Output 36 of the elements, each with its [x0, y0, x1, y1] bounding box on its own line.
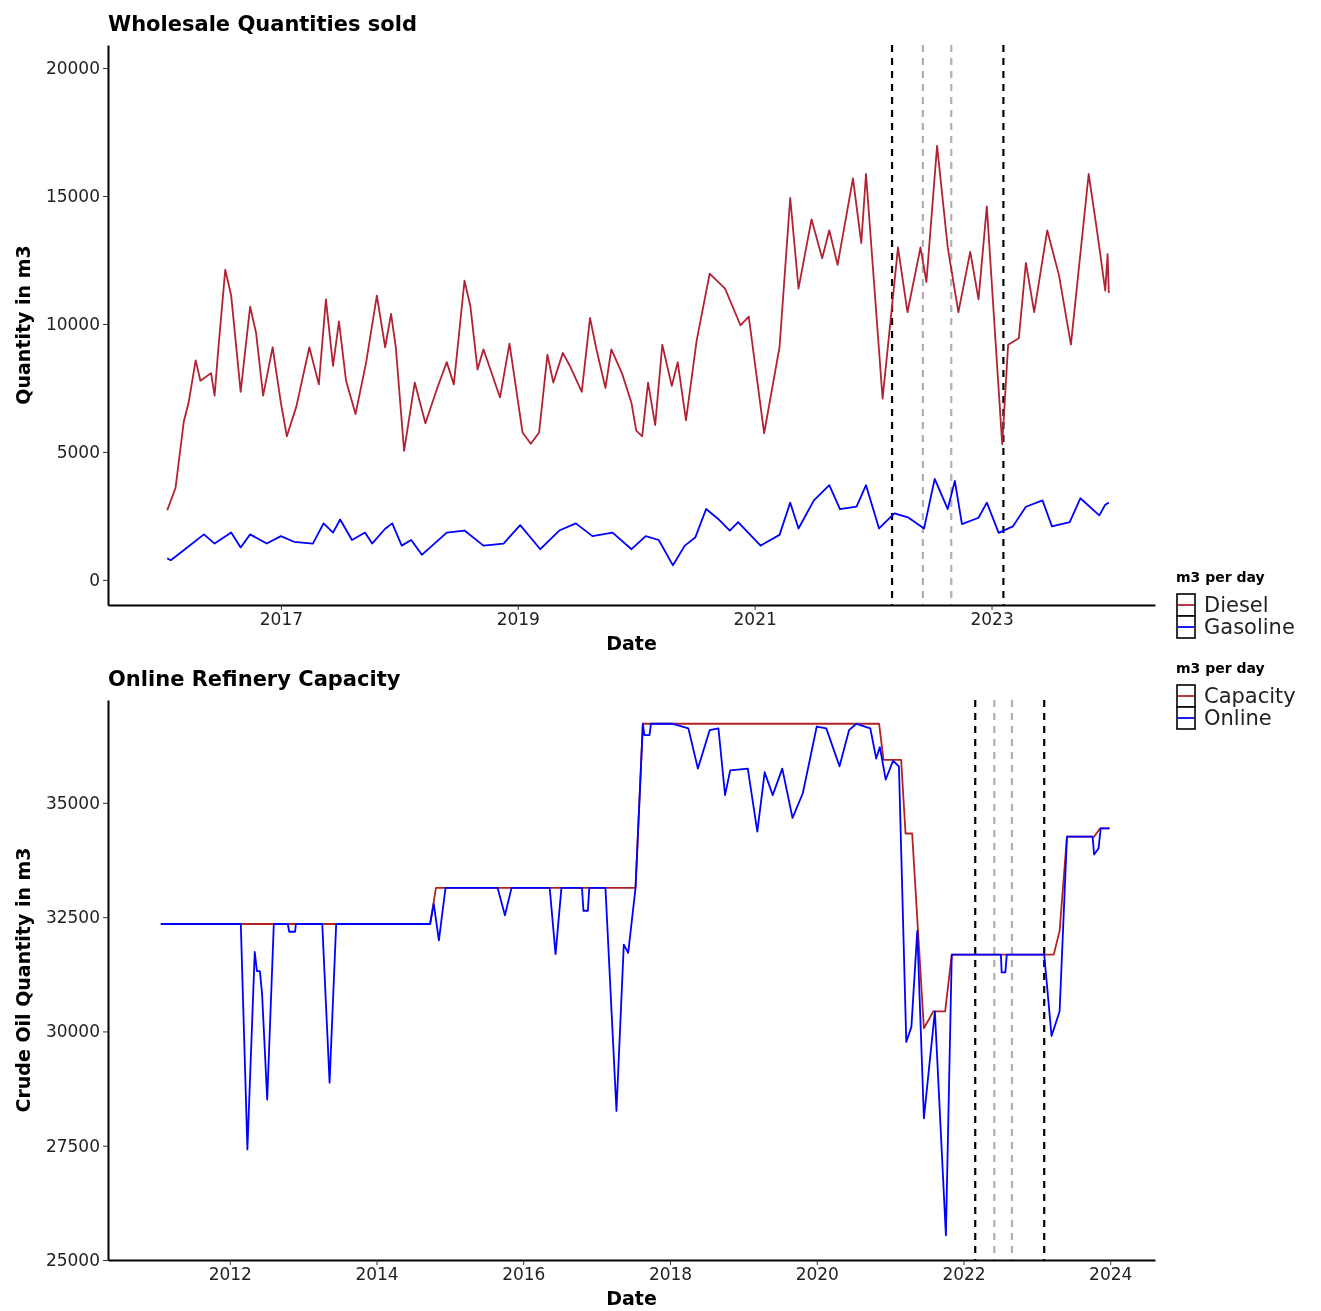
- x-tick-label: 2017: [259, 609, 304, 630]
- x-tick-label: 2023: [970, 609, 1014, 630]
- y-tick-label: 5000: [56, 441, 100, 462]
- x-tick-label: 2012: [208, 1264, 252, 1285]
- y-tick-label: 20000: [45, 57, 100, 78]
- x-tick-label: 2021: [733, 609, 777, 630]
- legend-label: Diesel: [1204, 593, 1269, 617]
- x-tick-label: 2024: [1089, 1264, 1133, 1285]
- y-tick-label: 0: [89, 569, 100, 590]
- legend-label: Online: [1204, 706, 1272, 730]
- x-tick-label: 2022: [942, 1264, 986, 1285]
- x-axis-title: Date: [606, 632, 657, 654]
- x-axis-title: Date: [606, 1287, 657, 1309]
- line-series: [166, 477, 1110, 567]
- x-tick-label: 2020: [795, 1264, 839, 1285]
- x-tick-label: 2014: [355, 1264, 399, 1285]
- x-tick-label: 2016: [502, 1264, 546, 1285]
- chart-title: Wholesale Quantities sold: [108, 12, 418, 36]
- y-axis-title: Crude Oil Quantity in m3: [12, 847, 34, 1113]
- legend-title: m3 per day: [1176, 569, 1265, 585]
- y-tick-label: 32500: [45, 907, 100, 928]
- chart-title: Online Refinery Capacity: [108, 667, 401, 691]
- legend-label: Gasoline: [1204, 615, 1295, 639]
- y-tick-label: 10000: [45, 313, 100, 334]
- y-tick-label: 35000: [45, 792, 100, 813]
- line-series: [166, 144, 1110, 512]
- y-tick-label: 27500: [45, 1135, 100, 1156]
- line-series: [159, 722, 1111, 1237]
- y-tick-label: 25000: [45, 1249, 100, 1270]
- x-tick-label: 2018: [648, 1264, 693, 1285]
- legend-label: Capacity: [1204, 684, 1296, 708]
- x-tick-label: 2019: [496, 609, 540, 630]
- legend-title: m3 per day: [1176, 660, 1265, 676]
- y-axis-title: Quantity in m3: [12, 245, 34, 405]
- y-tick-label: 15000: [45, 185, 100, 206]
- y-tick-label: 30000: [45, 1021, 100, 1042]
